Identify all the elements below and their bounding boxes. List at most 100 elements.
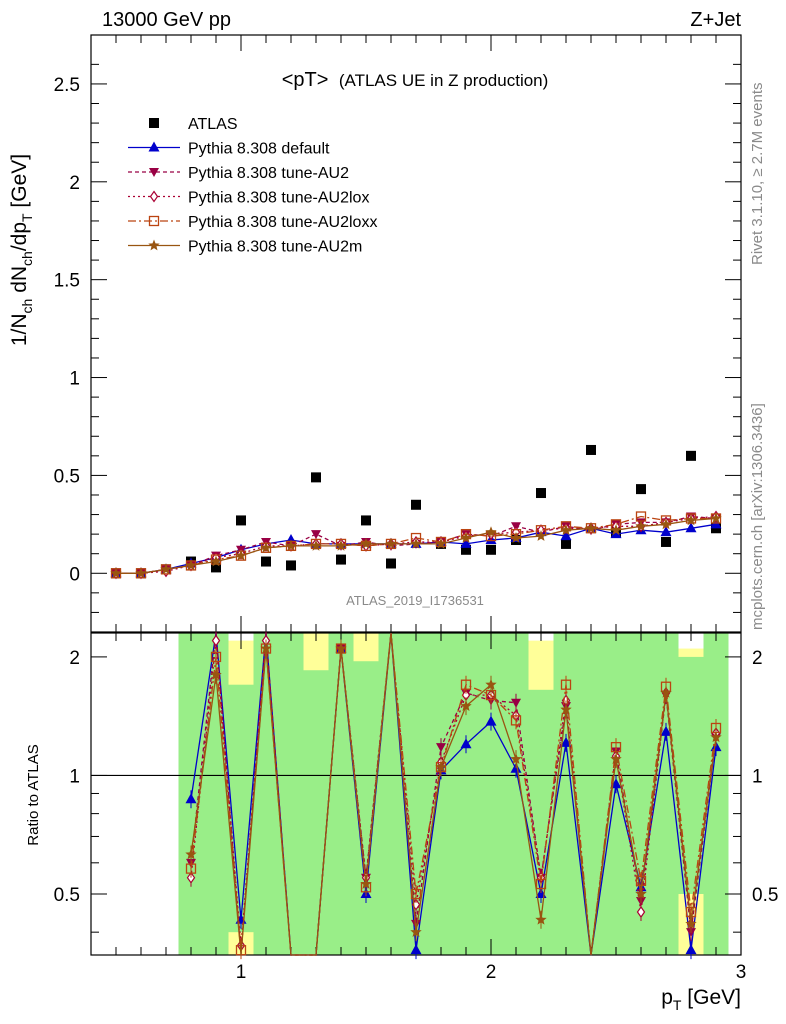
- ratio-point-AU2m: [610, 753, 622, 764]
- atlas-data-point: [211, 562, 221, 573]
- legend-label-AU2lox: Pythia 8.308 tune-AU2lox: [188, 190, 369, 207]
- green-band: [578, 633, 604, 955]
- ratio-point-AU2m: [535, 913, 547, 925]
- main-y-axis-label: 1/Nch dNch/dpT [GeV]: [8, 154, 35, 346]
- y-tick-label: 2.5: [54, 75, 80, 96]
- legend: ATLAS Pythia 8.308 default Pythia 8.308 tu…: [128, 116, 377, 256]
- ratio-point-AU2m: [510, 753, 522, 764]
- process-label: Z+Jet: [690, 9, 741, 31]
- legend-label-AU2loxx: Pythia 8.308 tune-AU2loxx: [188, 214, 377, 231]
- series-point-AU2m: [260, 541, 272, 553]
- series-point-AU2m: [110, 567, 122, 579]
- ratio-y-tick-label-right: 1: [752, 766, 763, 787]
- series-point-AU2m: [360, 537, 372, 549]
- series-point-AU2m: [585, 522, 597, 534]
- analysis-id: ATLAS_2019_I1736531: [346, 593, 484, 608]
- ratio-point-default: [185, 793, 197, 804]
- ratio-point-AU2m: [485, 678, 497, 690]
- series-point-AU2m: [610, 524, 622, 536]
- ratio-point-AU2lox: [211, 634, 221, 647]
- ratio-point-AU2m: [335, 642, 347, 654]
- series-point-AU2m: [160, 563, 172, 575]
- atlas-data-point: [261, 556, 271, 567]
- atlas-data-point: [461, 544, 471, 555]
- green-band: [253, 633, 279, 955]
- series-point-default: [610, 528, 622, 539]
- ratio-point-AU2m: [560, 703, 572, 715]
- ratio-point-AU2m: [460, 700, 472, 711]
- ratio-point-default: [460, 738, 472, 749]
- ratio-series: [185, 631, 722, 960]
- ratio-point-default: [410, 944, 422, 955]
- ratio-point-AU2m: [635, 888, 647, 899]
- green-band: [278, 633, 304, 955]
- series-point-AU2m: [435, 537, 447, 549]
- ratio-point-AU2lox: [636, 905, 646, 919]
- series-point-AU2m: [185, 559, 197, 571]
- atlas-data-point: [336, 554, 346, 565]
- ratio-uncertainty-bands: [178, 633, 729, 955]
- legend-marker-default: [148, 141, 160, 152]
- series-point-default: [685, 522, 697, 533]
- series-point-default: [660, 526, 672, 537]
- series-point-AU2m: [510, 532, 522, 543]
- legend-label-AU2: Pythia 8.308 tune-AU2: [188, 165, 349, 182]
- ratio-point-AU2: [511, 698, 521, 708]
- ratio-point-default: [485, 715, 497, 726]
- series-point-default: [560, 530, 572, 541]
- ratio-point-AU2loxx: [410, 888, 422, 900]
- ratio-point-AU2m: [710, 731, 722, 743]
- ratio-point-AU2loxx: [185, 863, 197, 874]
- source-label: mcplots.cern.ch [arXiv:1306.3436]: [749, 403, 766, 630]
- atlas-data-point: [686, 450, 696, 461]
- atlas-data-point: [286, 560, 296, 571]
- green-band: [303, 670, 329, 955]
- ratio-point-AU2lox: [186, 871, 196, 884]
- series-point-AU2m: [485, 526, 497, 537]
- atlas-data-point: [311, 472, 321, 483]
- ratio-point-AU2m: [210, 668, 222, 680]
- green-band: [328, 633, 354, 955]
- ratio-point-default: [560, 736, 572, 747]
- ratio-point-AU2: [436, 743, 446, 753]
- ratio-point-default: [685, 944, 697, 955]
- green-band: [228, 684, 254, 933]
- y-tick-label: 0.5: [54, 466, 80, 487]
- series-point-AU2m: [310, 539, 322, 551]
- ratio-point-AU2m: [260, 642, 272, 654]
- green-band: [703, 633, 729, 955]
- ratio-point-AU2m: [185, 848, 197, 860]
- series-point-AU2m: [535, 530, 547, 541]
- legend-label-AU2m: Pythia 8.308 tune-AU2m: [188, 239, 362, 256]
- atlas-data-point: [536, 488, 546, 499]
- x-tick-label: 2: [486, 962, 497, 983]
- ratio-point-AU2loxx: [460, 679, 472, 690]
- ratio-point-AU2loxx: [210, 651, 222, 663]
- atlas-data-point: [586, 444, 596, 455]
- atlas-data-point: [486, 544, 496, 555]
- collision-label: 13000 GeV pp: [102, 9, 231, 31]
- atlas-data-point: [636, 484, 646, 495]
- x-tick-label: 1: [236, 962, 247, 983]
- series-point-AU2m: [660, 518, 672, 530]
- x-tick-label: 3: [736, 962, 747, 983]
- ratio-y-tick-label-right: 2: [752, 648, 763, 669]
- atlas-data-point: [661, 536, 671, 547]
- green-band: [428, 633, 454, 955]
- ratio-point-AU2m: [660, 686, 672, 698]
- ratio-point-AU2m: [410, 926, 422, 937]
- plot-title-main: <pT>: [282, 69, 329, 91]
- green-band: [378, 633, 404, 955]
- plot-title-sub: (ATLAS UE in Z production): [339, 71, 548, 90]
- ratio-y-tick-label: 2: [69, 648, 80, 669]
- ratio-y-axis-label: Ratio to ATLAS: [25, 744, 42, 845]
- y-tick-label: 1.5: [54, 271, 80, 292]
- legend-label-ATLAS: ATLAS: [188, 116, 238, 133]
- series-point-AU2m: [560, 524, 572, 536]
- legend-marker-AU2: [149, 168, 159, 177]
- y-tick-label: 1: [69, 369, 80, 390]
- legend-label-default: Pythia 8.308 default: [188, 141, 330, 158]
- series-point-AU2m: [410, 537, 422, 549]
- ratio-point-AU2loxx: [560, 679, 572, 690]
